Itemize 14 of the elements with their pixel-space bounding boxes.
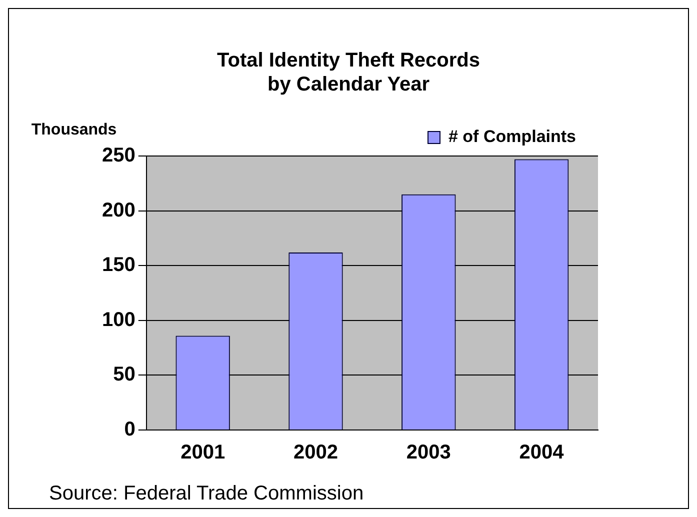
y-tick-label: 0 [124, 418, 136, 441]
y-axis-title: Thousands [31, 121, 117, 138]
legend-label: # of Complaints [448, 127, 576, 146]
x-tick-label: 2001 [180, 442, 226, 464]
y-tick-label: 150 [102, 254, 136, 276]
x-tick-label: 2004 [519, 442, 565, 464]
y-tick-label: 250 [102, 144, 136, 167]
source-note: Source: Federal Trade Commission [49, 482, 364, 505]
x-tick-label: 2003 [406, 442, 451, 464]
y-tick-label: 50 [113, 364, 136, 386]
chart-title: Total Identity Theft Records by Calendar Year [217, 50, 480, 96]
x-tick-label: 2002 [293, 442, 338, 464]
y-tick-label: 200 [102, 199, 136, 222]
y-tick-label: 100 [102, 308, 136, 331]
